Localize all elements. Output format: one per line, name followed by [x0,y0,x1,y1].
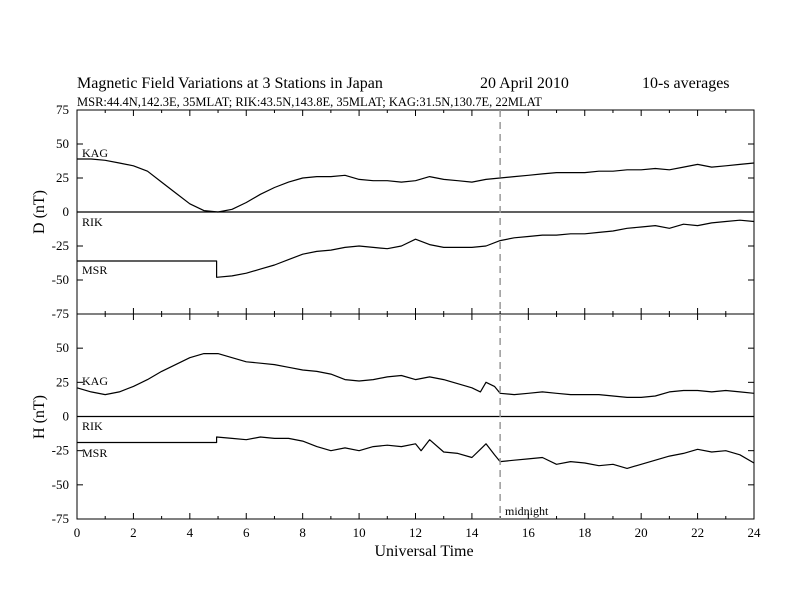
h-ytick-label: 25 [56,374,69,389]
xtick-label: 8 [299,525,306,540]
h-ytick-label: -25 [52,443,69,458]
h-label-kag: KAG [82,374,108,388]
d-axis-label: D (nT) [31,190,48,234]
h-ytick-label: -50 [52,477,69,492]
chart-title: Magnetic Field Variations at 3 Stations … [77,75,383,92]
stations-line: MSR:44.4N,142.3E, 35MLAT; RIK:43.5N,143.… [77,95,542,109]
h-axis-label: H (nT) [31,395,48,439]
xtick-label: 16 [522,525,536,540]
d-panel-content: 75 50 25 0 -25 -50 -75 [52,102,755,321]
h-ytick-label: -75 [52,511,69,526]
d-ytick-label: 25 [56,170,69,185]
d-ytick-label: 50 [56,136,69,151]
d-label-msr: MSR [82,263,107,277]
d-ytick-label: -25 [52,238,69,253]
chart-averaging: 10-s averages [642,75,730,92]
xtick-label: 22 [691,525,704,540]
xtick-label: 4 [187,525,194,540]
xtick-label: 10 [353,525,366,540]
h-ytick-label: 50 [56,340,69,355]
d-ytick-label: 75 [56,102,69,117]
d-series-msr-line [77,219,755,278]
midnight-label: midnight [505,504,549,518]
xtick-label: 12 [409,525,422,540]
xtick-label: 6 [243,525,250,540]
x-axis-label: Universal Time [374,543,473,560]
d-panel: 75 50 25 0 -25 -50 -75 D (nT) KAG RIK MSR [31,102,755,321]
d-ytick-label: 0 [63,204,70,219]
d-label-rik: RIK [82,215,103,229]
d-ytick-label: -75 [52,306,69,321]
xtick-label: 20 [635,525,648,540]
xtick-label: 2 [130,525,137,540]
d-ytick-label: -50 [52,272,69,287]
xtick-label: 24 [748,525,762,540]
h-series-msr-line [77,436,755,469]
h-ytick-label: 0 [63,409,70,424]
xtick-label: 14 [465,525,479,540]
h-label-rik: RIK [82,419,103,433]
h-label-msr: MSR [82,446,107,460]
h-series-kag-line [76,353,755,398]
d-label-kag: KAG [82,146,108,160]
d-series-kag-line [77,158,755,213]
xtick-label: 0 [74,525,81,540]
chart-date: 20 April 2010 [480,75,569,92]
xtick-label: 18 [578,525,591,540]
